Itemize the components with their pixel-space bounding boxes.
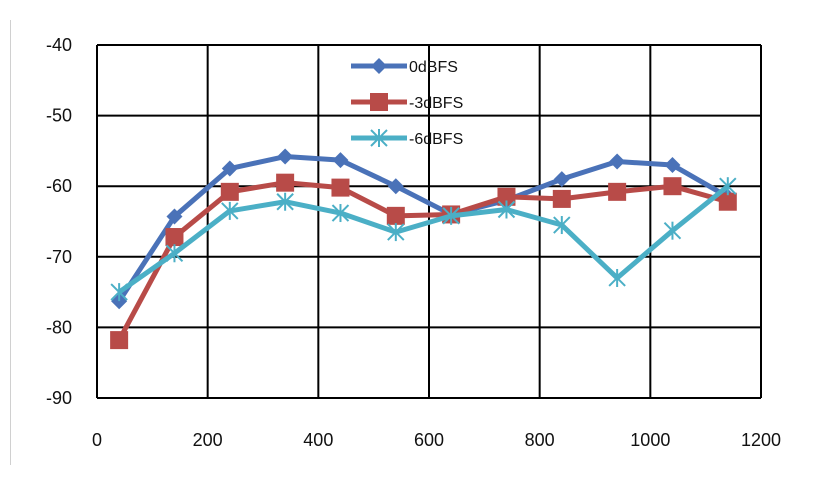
legend-label: -3dBFS (409, 95, 463, 112)
y-tick-label: -50 (46, 106, 72, 126)
diamond-marker (553, 171, 570, 188)
x-tick-label: 200 (193, 430, 223, 450)
asterisk-marker (110, 283, 128, 302)
diamond-marker (221, 160, 238, 177)
series-line (116, 180, 729, 342)
asterisk-marker (276, 192, 294, 211)
square-marker (552, 189, 571, 208)
y-axis-ticks: -40 -50 -60 -70 -80 -90 (46, 35, 72, 408)
legend-label: 0dBFS (409, 59, 458, 76)
y-tick-label: -80 (46, 317, 72, 337)
legend: 0dBFS -3dBFS -6dBFS (351, 58, 463, 148)
asterisk-marker (331, 204, 350, 223)
series-line (117, 154, 730, 303)
asterisk-marker (165, 244, 184, 263)
y-tick-label: -40 (46, 35, 72, 55)
legend-label: -6dBFS (409, 131, 463, 148)
series--6dBFS (110, 177, 737, 302)
x-tick-label: 0 (92, 430, 102, 450)
x-tick-label: 1200 (741, 430, 781, 450)
asterisk-marker (608, 268, 626, 287)
square-marker (370, 93, 388, 111)
square-marker (497, 187, 516, 206)
asterisk-marker (663, 221, 682, 240)
asterisk-marker (719, 177, 737, 196)
asterisk-marker (442, 206, 460, 225)
asterisk-marker (370, 129, 388, 147)
x-tick-label: 1000 (630, 430, 670, 450)
x-tick-label: 800 (525, 430, 555, 450)
diamond-marker (371, 58, 387, 74)
square-marker (718, 192, 737, 211)
square-marker (663, 177, 682, 196)
legend-item: 0dBFS (351, 58, 458, 76)
x-tick-label: 400 (303, 430, 333, 450)
y-tick-label: -60 (46, 176, 72, 196)
asterisk-marker (221, 201, 239, 220)
series-line (117, 184, 730, 295)
asterisk-marker (387, 223, 405, 242)
series-layer (110, 148, 737, 350)
diamond-marker (166, 208, 183, 225)
legend-item: -6dBFS (351, 129, 463, 148)
left-border-rule (10, 20, 11, 465)
square-marker (608, 182, 627, 201)
diamond-marker (332, 152, 349, 169)
diamond-marker (387, 178, 404, 195)
square-marker (165, 228, 184, 247)
square-marker (276, 173, 295, 192)
diamond-marker (277, 148, 294, 165)
y-tick-label: -90 (46, 388, 72, 408)
x-tick-label: 600 (414, 430, 444, 450)
grid-layer (96, 44, 762, 399)
y-tick-label: -70 (46, 247, 72, 267)
diamond-marker (664, 157, 681, 174)
x-axis-ticks: 0 200 400 600 800 1000 1200 (92, 430, 781, 450)
legend-item: -3dBFS (351, 93, 463, 112)
diamond-marker (609, 153, 626, 170)
asterisk-marker (497, 200, 516, 219)
square-marker (386, 206, 405, 225)
asterisk-marker (553, 216, 571, 235)
square-marker (110, 331, 129, 350)
square-marker (331, 178, 350, 197)
square-marker (220, 182, 239, 201)
